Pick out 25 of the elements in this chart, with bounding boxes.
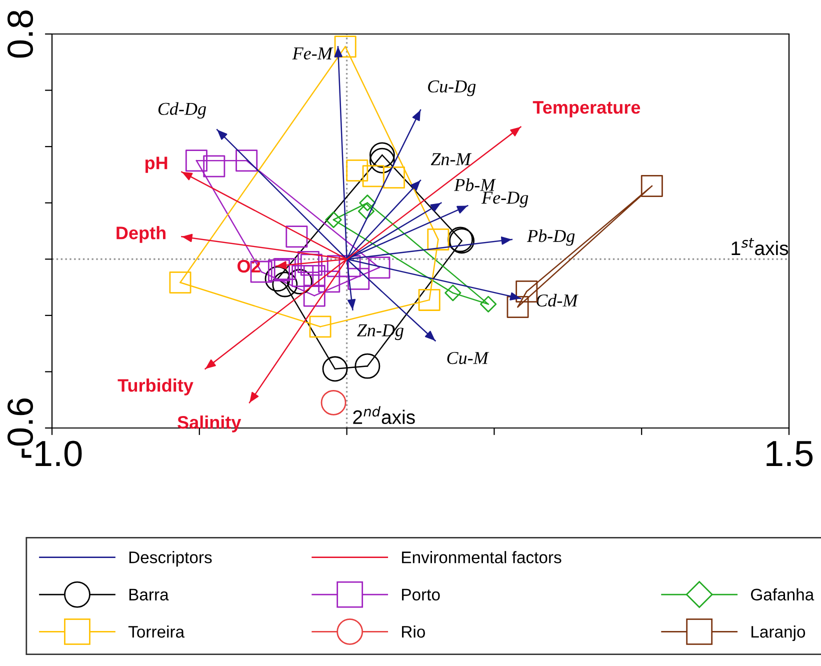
annotation: Cd-M (536, 294, 579, 307)
annotation: Pb-M (454, 178, 496, 192)
annotation: Zn-M (430, 153, 472, 166)
annotation: pH (145, 156, 168, 173)
legend-label: Porto (402, 588, 440, 601)
annotation: Fe-M (292, 48, 334, 60)
legend-label: Environmental factors (402, 551, 562, 564)
y-tick-label: 0.8 (7, 10, 34, 58)
annotation: Cu-Dg (428, 80, 476, 96)
ref-line-label: 2$^{nd}$axis (353, 406, 415, 424)
ref-line-label: 1$^{st}$axis (732, 238, 788, 256)
legend-label: Rio (402, 625, 425, 638)
x-tick-label: 1.5 (766, 441, 813, 466)
annotation: Depth (116, 226, 166, 243)
legend-label: Gafanha (751, 588, 814, 601)
annotation: Temperature (532, 101, 640, 118)
annotation: Cu-M (447, 352, 490, 364)
annotation: Pb-Dg (526, 229, 575, 246)
legend-label: Descriptors (129, 551, 212, 567)
annotation: Turbidity (118, 378, 194, 396)
legend-label: Laranjo (752, 625, 806, 642)
legend-label: Torreira (128, 625, 185, 638)
annotation: Cd-Dg (158, 102, 206, 119)
legend-label: Barra (129, 588, 169, 601)
annotation: Fe-Dg (481, 192, 528, 208)
